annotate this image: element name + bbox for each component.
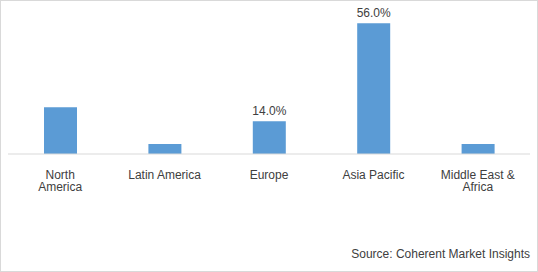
svg-text:Latin America: Latin America xyxy=(128,168,201,182)
svg-text:56.0%: 56.0% xyxy=(357,6,391,20)
svg-text:Europe: Europe xyxy=(250,168,289,182)
svg-text:Middle East &Africa: Middle East &Africa xyxy=(441,168,515,194)
svg-text:NorthAmerica: NorthAmerica xyxy=(38,168,82,194)
svg-text:Asia Pacific: Asia Pacific xyxy=(342,168,404,182)
svg-text:14.0%: 14.0% xyxy=(252,104,286,118)
html-text:Source: Coherent Market Insigh: Source: Coherent Market Insights xyxy=(351,247,530,261)
